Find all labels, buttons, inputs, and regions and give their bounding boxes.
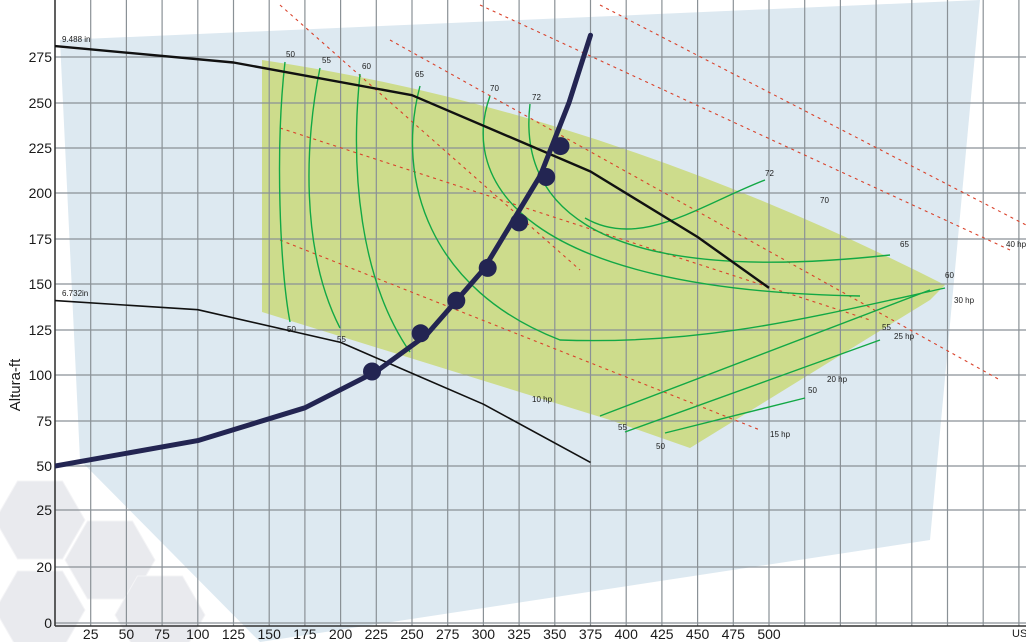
power-line-label: 25 hp (894, 332, 915, 341)
x-tick-label: 75 (154, 626, 170, 642)
efficiency-contour (482, 95, 861, 297)
impeller-curve (55, 44, 770, 289)
system-curve-marker (510, 213, 529, 232)
power-line (279, 239, 761, 431)
power-line-label: 30 hp (954, 296, 975, 305)
power-line-label: 40 hp (1006, 240, 1026, 249)
chart-grid (54, 0, 1026, 627)
y-tick-label: 250 (29, 95, 53, 111)
impeller-label: 9.488 in (62, 35, 90, 44)
power-line (279, 127, 871, 321)
operating-region (262, 60, 945, 448)
x-tick-label: 300 (472, 626, 496, 642)
efficiency-contour (528, 103, 891, 263)
y-tick-label: 200 (29, 185, 53, 201)
power-line-label: 20 hp (827, 375, 848, 384)
x-tick-label: 100 (186, 626, 210, 642)
efficiency-contour (411, 85, 946, 342)
efficiency-label: 55 (322, 56, 331, 65)
y-tick-label: 175 (29, 231, 53, 247)
efficiency-contour (308, 67, 341, 329)
x-tick-label: 50 (119, 626, 135, 642)
efficiency-label: 72 (532, 93, 541, 102)
x-tick-label: 500 (757, 626, 781, 642)
y-tick-label: 125 (29, 322, 53, 338)
x-tick-label: 350 (543, 626, 567, 642)
impeller-curve (55, 299, 591, 464)
y-tick-label: 25 (36, 502, 52, 518)
efficiency-contour (355, 73, 411, 353)
x-tick-label: 400 (615, 626, 639, 642)
efficiency-contour (599, 289, 931, 417)
efficiency-contour (624, 339, 881, 433)
efficiency-label: 65 (900, 240, 909, 249)
power-line (599, 4, 1026, 226)
efficiency-label: 50 (656, 442, 665, 451)
system-curve-marker (478, 258, 497, 277)
x-tick-label: 250 (400, 626, 424, 642)
efficiency-label: 50 (287, 325, 296, 334)
y-tick-label: 225 (29, 140, 53, 156)
y-axis-title: Altura-ft (7, 358, 24, 411)
x-tick-label: 375 (579, 626, 603, 642)
x-tick-label: 200 (329, 626, 353, 642)
x-tick-label: 225 (365, 626, 389, 642)
x-tick-label: 475 (722, 626, 746, 642)
system-curve-marker (411, 324, 430, 343)
efficiency-label: 65 (415, 70, 424, 79)
x-tick-label: 325 (507, 626, 531, 642)
system-curve-marker (447, 291, 466, 310)
power-line-label: 10 hp (532, 395, 553, 404)
system-curve-marker (551, 137, 570, 156)
y-tick-label: 75 (36, 413, 52, 429)
efficiency-label: 55 (618, 423, 627, 432)
y-tick-label: 20 (36, 559, 52, 575)
x-axis-title: US gpm (1012, 628, 1026, 640)
efficiency-label: 55 (337, 335, 346, 344)
impeller-label: 6.732in (62, 289, 88, 298)
hexagon-decoration (0, 570, 86, 642)
system-curve-marker (363, 362, 381, 381)
x-tick-label: 125 (222, 626, 246, 642)
power-line (389, 39, 1001, 381)
y-tick-label: 50 (36, 458, 52, 474)
power-line-label: 15 hp (770, 430, 791, 439)
efficiency-label: 70 (490, 84, 499, 93)
y-tick-label: 275 (29, 49, 53, 65)
efficiency-contour (664, 397, 806, 434)
hexagon-decoration (0, 480, 86, 560)
y-tick-label: 150 (29, 276, 53, 292)
efficiency-label: 70 (820, 196, 829, 205)
x-tick-label: 450 (686, 626, 710, 642)
y-tick-label: 0 (44, 615, 52, 631)
efficiency-label: 60 (945, 271, 954, 280)
x-tick-label: 150 (258, 626, 282, 642)
x-tick-label: 425 (650, 626, 674, 642)
system-curve-marker (537, 168, 556, 186)
x-tick-label: 175 (293, 626, 317, 642)
x-tick-label: 275 (436, 626, 460, 642)
x-tick-label: 25 (83, 626, 99, 642)
efficiency-label: 50 (808, 386, 817, 395)
efficiency-label: 72 (765, 169, 774, 178)
efficiency-label: 60 (362, 62, 371, 71)
efficiency-label: 55 (882, 323, 891, 332)
efficiency-label: 50 (286, 50, 295, 59)
y-tick-label: 100 (29, 367, 53, 383)
efficiency-contour (278, 61, 291, 323)
